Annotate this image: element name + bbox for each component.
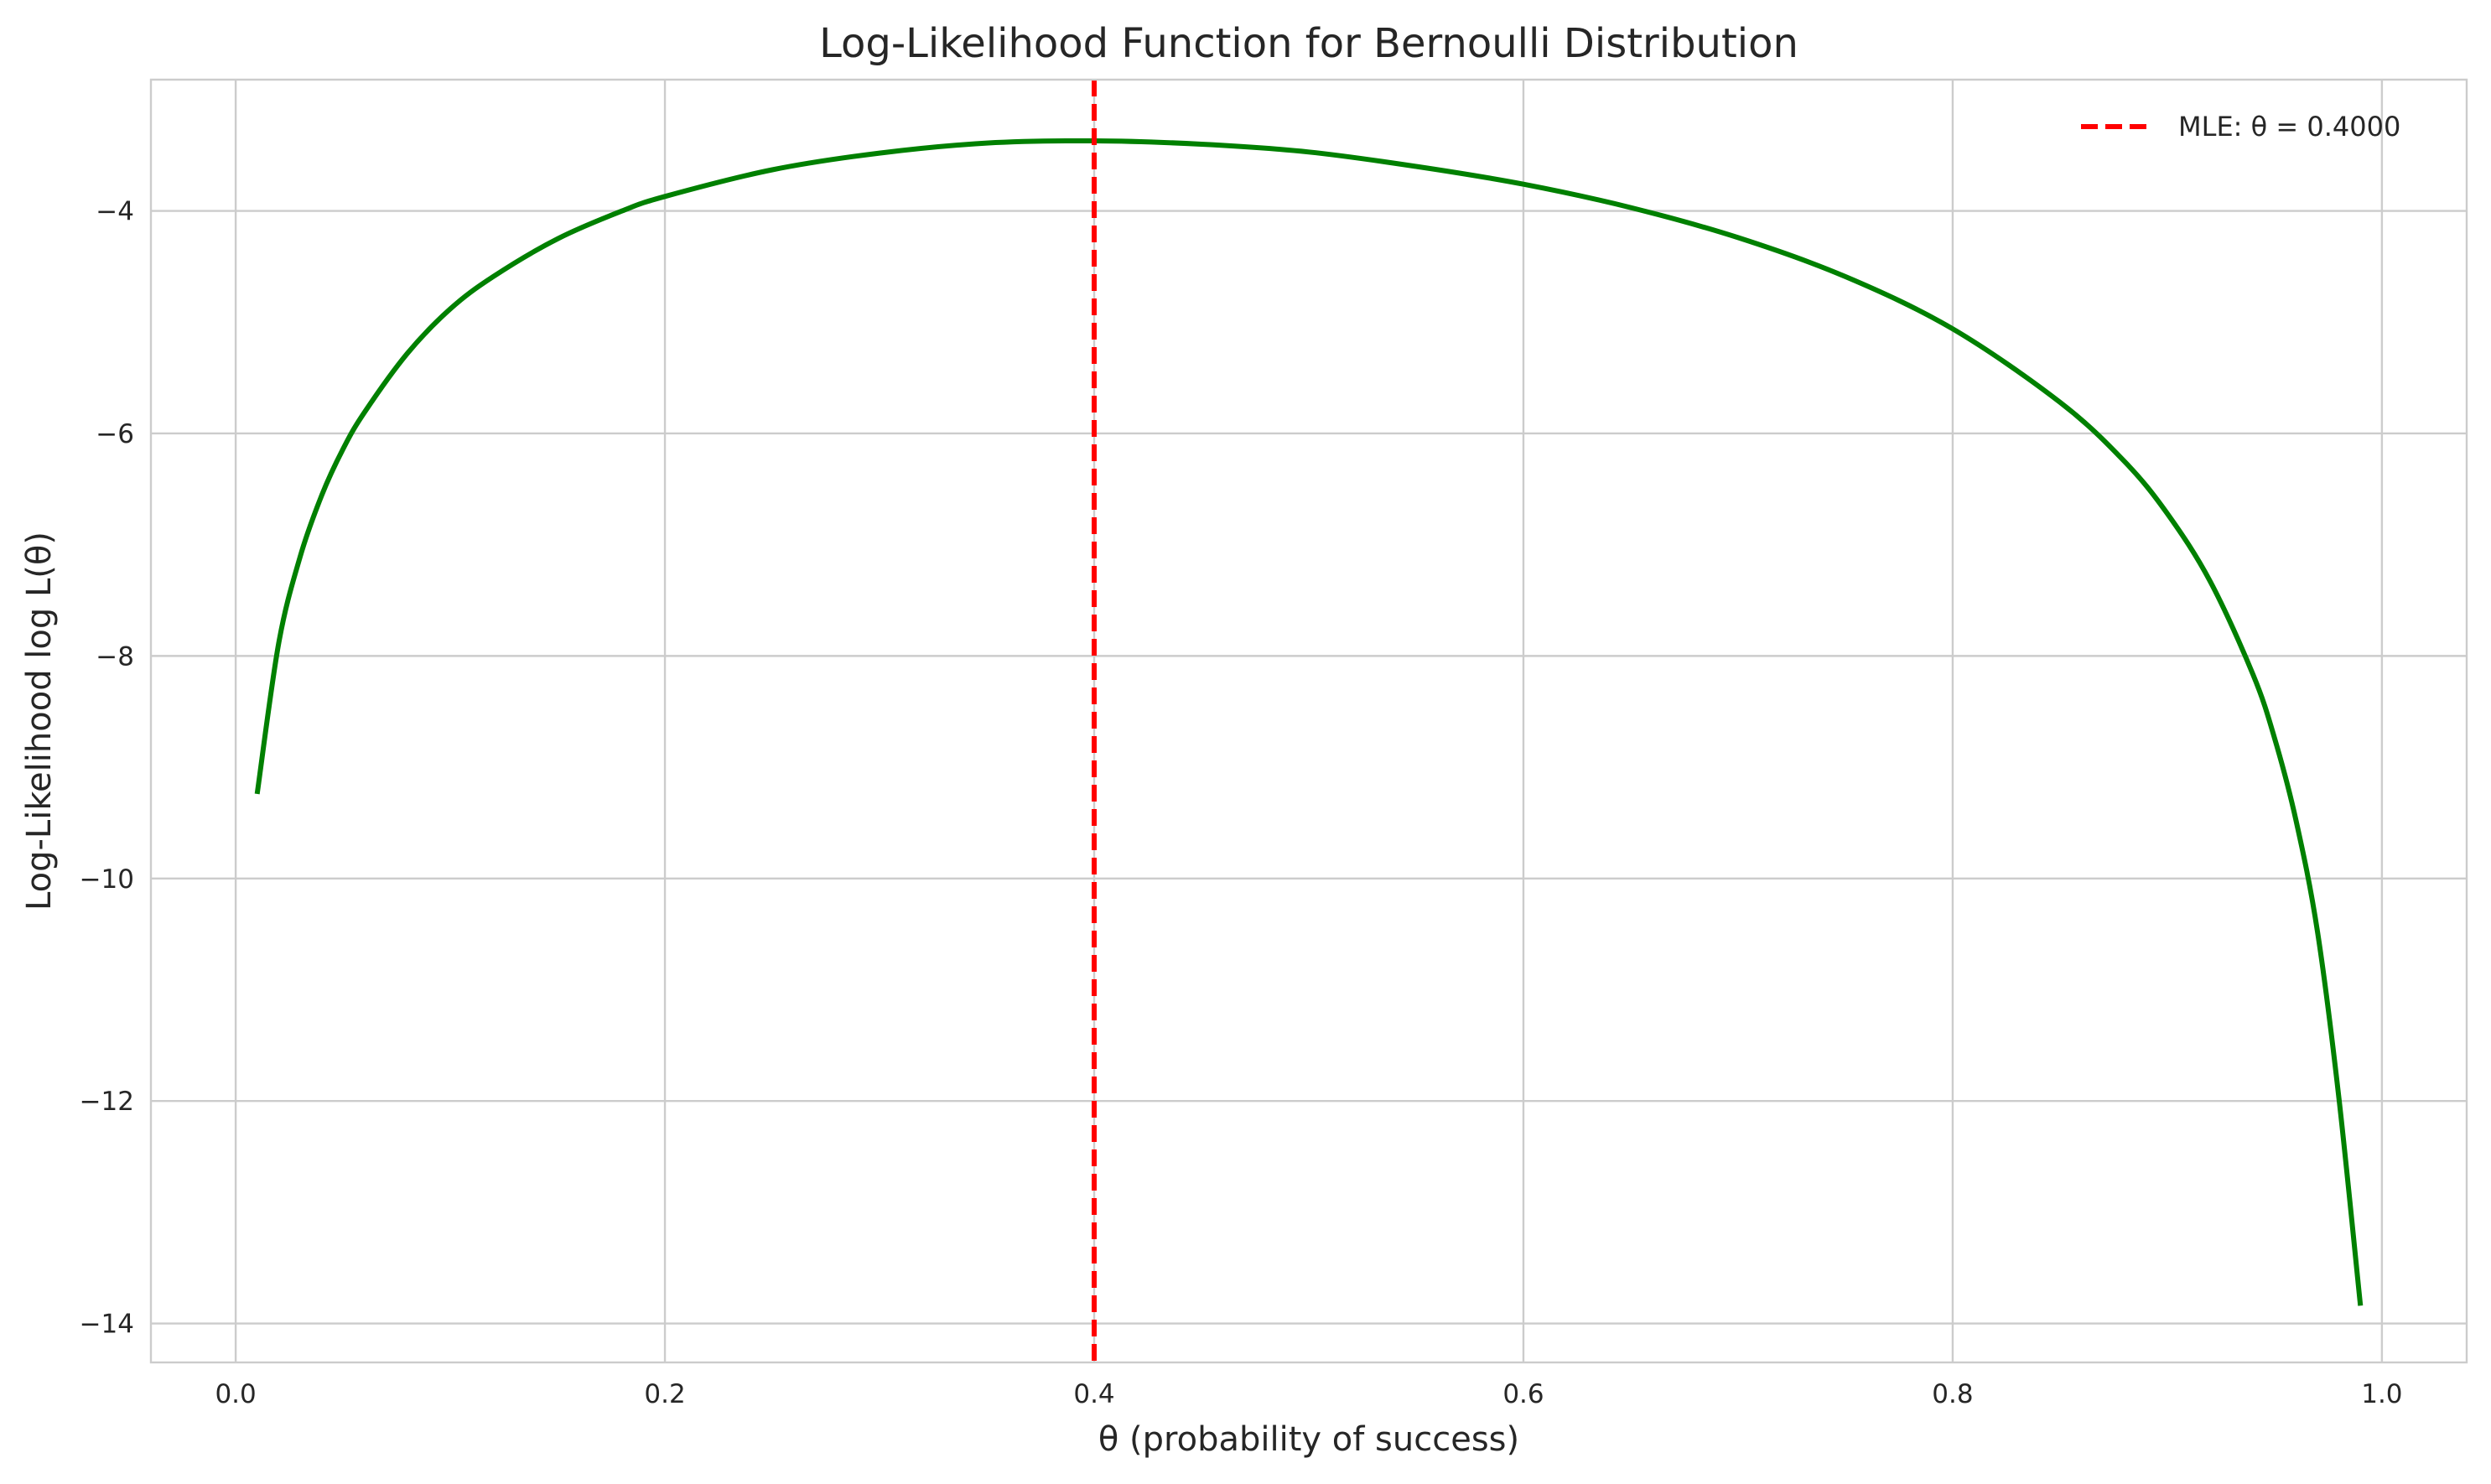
x-tick-label: 1.0 <box>2361 1379 2402 1409</box>
legend: MLE: θ = 0.4000 <box>2081 111 2400 143</box>
y-tick-label: −10 <box>80 864 134 895</box>
y-tick-label: −12 <box>80 1087 134 1117</box>
grid-layer <box>151 80 2467 1362</box>
y-tick-label: −14 <box>80 1310 134 1340</box>
y-tick-label: −6 <box>96 419 134 449</box>
x-axis-label: θ (probability of success) <box>1098 1420 1519 1459</box>
y-axis-label: Log-Likelihood log L(θ) <box>20 532 59 911</box>
legend-mle-label: MLE: θ = 0.4000 <box>2178 111 2400 143</box>
y-tick-label: −4 <box>96 197 134 227</box>
ticks-layer: 0.0 0.2 0.4 0.6 0.8 1.0 −14 −12 −10 −8 −6 −4 <box>80 197 2403 1409</box>
x-tick-label: 0.8 <box>1932 1379 1973 1409</box>
series-layer <box>254 80 2364 1362</box>
x-tick-label: 0.4 <box>1073 1379 1114 1409</box>
x-tick-label: 0.0 <box>215 1379 256 1409</box>
x-tick-label: 0.2 <box>644 1379 685 1409</box>
chart-title: Log-Likelihood Function for Bernoulli Di… <box>819 20 1798 67</box>
y-tick-label: −8 <box>96 641 134 672</box>
log-likelihood-curve <box>254 138 2364 1306</box>
x-tick-label: 0.6 <box>1502 1379 1544 1409</box>
plot-frame <box>149 78 2468 1364</box>
